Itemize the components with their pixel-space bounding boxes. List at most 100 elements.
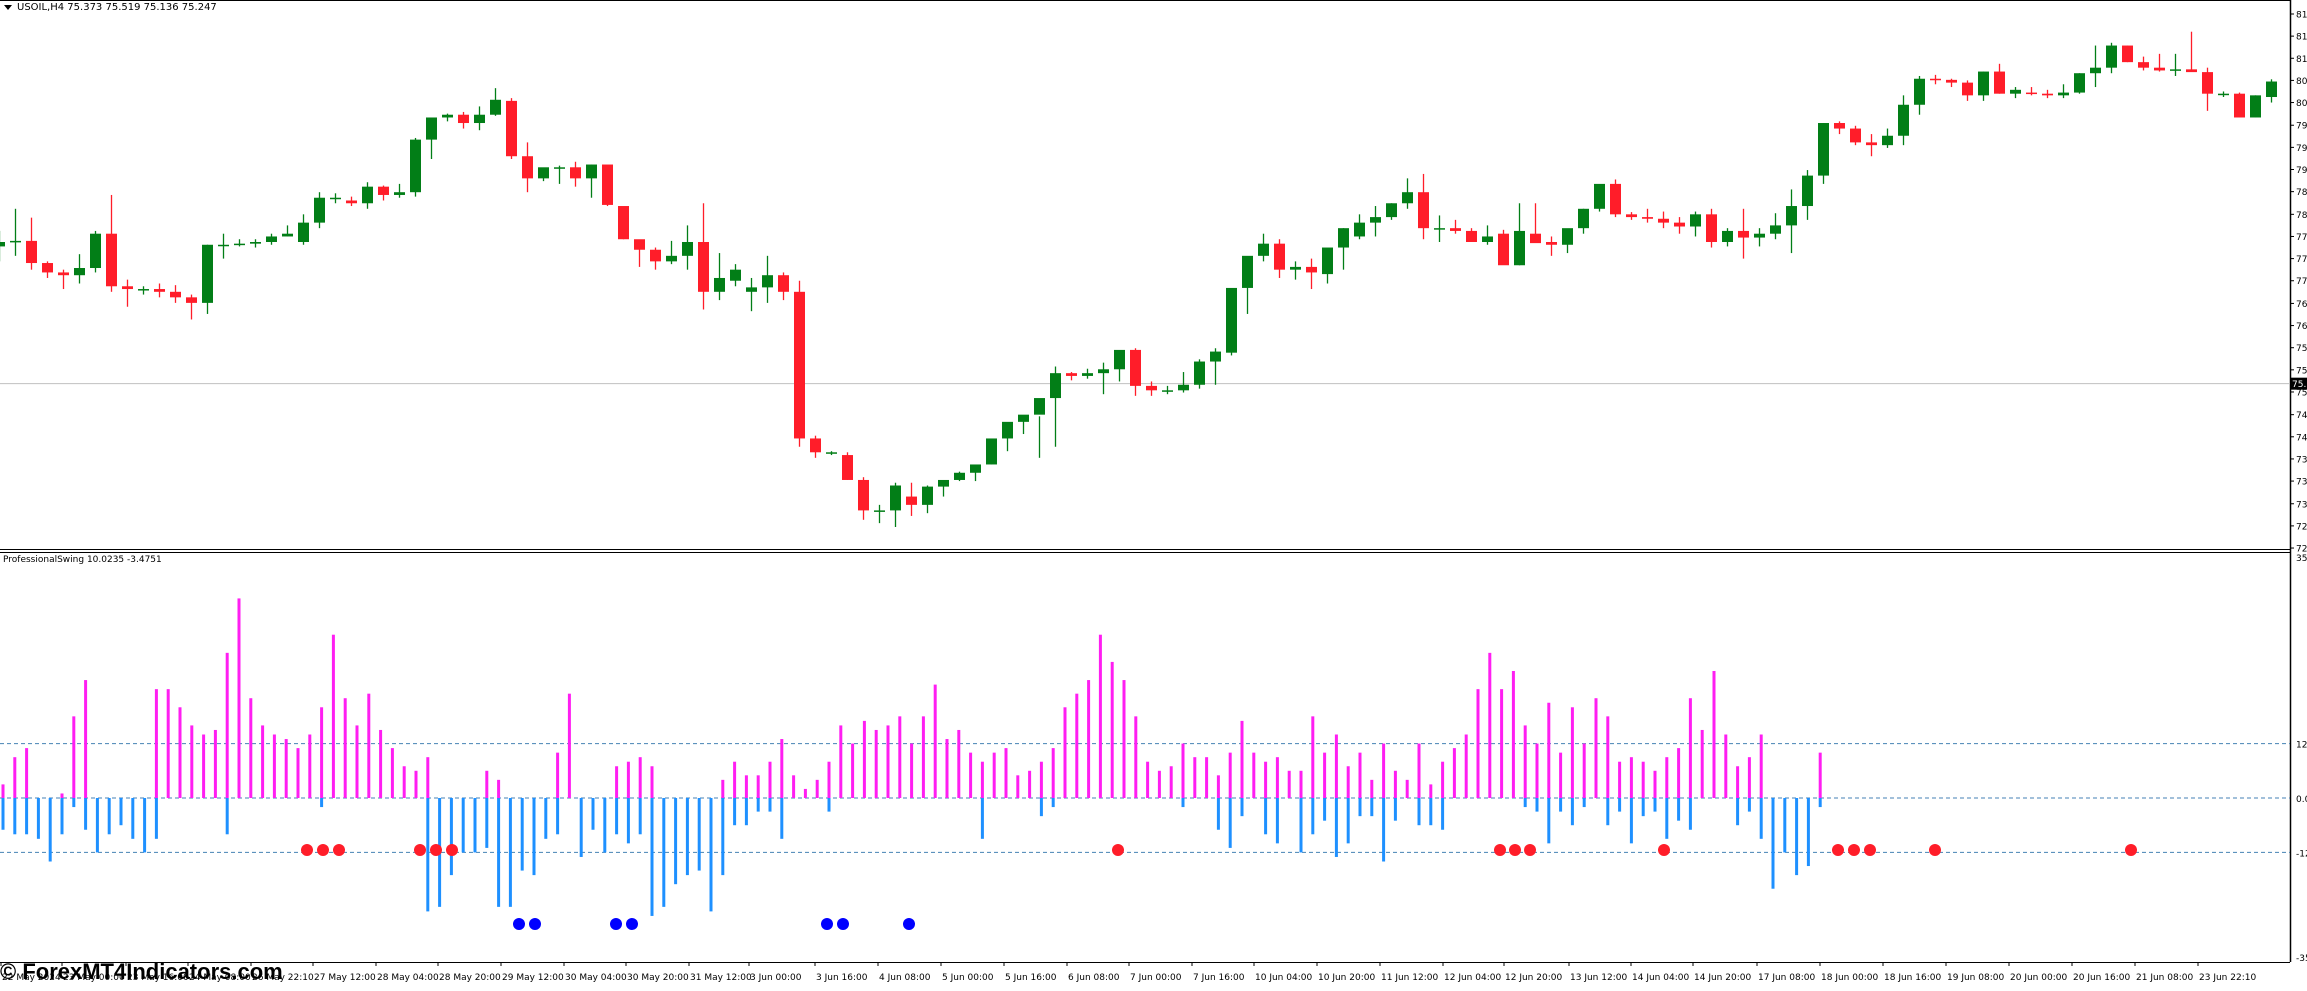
- time-tick-label: 26 May 22:10: [252, 973, 314, 983]
- bullish-candle: [1690, 214, 1701, 227]
- histogram-bar-negative: [1618, 798, 1622, 812]
- bullish-candle: [2250, 95, 2261, 118]
- bullish-candle: [1978, 71, 1989, 96]
- histogram-bar-positive: [980, 761, 984, 798]
- bearish-candle: [1466, 230, 1477, 243]
- bullish-candle: [714, 277, 725, 292]
- bearish-candle: [2122, 45, 2133, 63]
- bearish-candle: [42, 263, 53, 273]
- histogram-bar-positive: [1559, 752, 1563, 798]
- bearish-candle: [2026, 92, 2037, 95]
- histogram-bar-positive: [1028, 770, 1032, 798]
- histogram-bar-negative: [1358, 798, 1362, 817]
- histogram-bar-positive: [320, 707, 324, 798]
- price-tick-label: 76.29: [2296, 322, 2307, 332]
- histogram-bar-positive: [744, 775, 748, 798]
- histogram-bar-negative: [1441, 798, 1445, 830]
- histogram-bar-positive: [72, 716, 76, 798]
- bearish-candle: [618, 206, 629, 240]
- histogram-bar-negative: [532, 798, 536, 876]
- bearish-candle: [1962, 82, 1973, 96]
- bullish-candle: [1514, 230, 1525, 266]
- bearish-candle: [154, 289, 165, 292]
- histogram-bar-negative: [485, 798, 489, 848]
- histogram-bar-negative: [603, 798, 607, 853]
- time-tick-label: 22 May 2024: [2, 973, 61, 983]
- bullish-candle: [490, 99, 501, 115]
- bullish-candle: [74, 268, 85, 276]
- histogram-bar-positive: [1629, 757, 1633, 798]
- bearish-candle: [810, 438, 821, 453]
- watermark: © ForexMT4Indicators.com: [0, 959, 283, 984]
- indicator-tick-label: -12: [2296, 849, 2307, 859]
- bullish-candle: [1162, 390, 1173, 392]
- histogram-bar-positive: [414, 770, 418, 798]
- bearish-candle: [122, 286, 133, 290]
- histogram-bar-negative: [827, 798, 831, 812]
- histogram-bar-positive: [1476, 689, 1480, 798]
- histogram-bar-positive: [213, 729, 217, 798]
- price-tick-label: 73.48: [2296, 478, 2307, 488]
- bearish-candle: [1498, 233, 1509, 266]
- bullish-candle: [762, 275, 773, 288]
- current-price-label: 75.24: [2292, 380, 2307, 390]
- swing-top-dot: [1832, 844, 1844, 856]
- histogram-bar-negative: [72, 798, 76, 808]
- time-tick-label: 12 Jun 04:00: [1444, 973, 1501, 983]
- histogram-bar-positive: [261, 725, 265, 798]
- price-tick-label: 73.88: [2296, 455, 2307, 465]
- histogram-bar-negative: [131, 798, 135, 839]
- time-tick-label: 3 Jun 16:00: [816, 973, 868, 983]
- time-tick-label: 6 Jun 08:00: [1068, 973, 1120, 983]
- histogram-bar-positive: [1594, 698, 1598, 798]
- histogram-bar-positive: [768, 761, 772, 798]
- histogram-bar-positive: [1323, 752, 1327, 798]
- histogram-bar-positive: [284, 739, 288, 798]
- bearish-candle: [1834, 123, 1845, 129]
- indicator-tick-label: 0.00: [2296, 795, 2307, 805]
- histogram-bar-positive: [1205, 757, 1209, 798]
- time-tick-label: 18 Jun 16:00: [1884, 973, 1941, 983]
- histogram-bar-negative: [685, 798, 689, 876]
- bullish-candle: [1482, 236, 1493, 243]
- bullish-candle: [1082, 373, 1093, 376]
- histogram-bar-negative: [1311, 798, 1315, 835]
- bullish-candle: [1722, 230, 1733, 243]
- bullish-candle: [1770, 225, 1781, 234]
- histogram-bar-positive: [874, 729, 878, 798]
- bullish-candle: [938, 479, 949, 487]
- time-tick-label: 31 May 12:00: [690, 973, 752, 983]
- dropdown-triangle-icon[interactable]: [4, 4, 12, 10]
- histogram-bar-positive: [178, 707, 182, 798]
- histogram-bar-negative: [1051, 798, 1055, 808]
- bullish-candle: [1802, 175, 1813, 207]
- histogram-bar-negative: [709, 798, 713, 912]
- price-tick-label: 73.07: [2296, 500, 2307, 510]
- symbol-label: USOIL,H4 75.373 75.519 75.136 75.247: [17, 2, 217, 13]
- bearish-candle: [1626, 214, 1637, 218]
- time-tick-label: 23 May 16:00: [127, 973, 189, 983]
- bullish-candle: [298, 222, 309, 243]
- histogram-bar-positive: [1393, 770, 1397, 798]
- histogram-bar-positive: [1618, 761, 1622, 798]
- bullish-candle: [234, 243, 245, 246]
- price-tick-label: 77.50: [2296, 255, 2307, 265]
- swing-bottom-dot: [513, 918, 525, 930]
- histogram-bar-positive: [1051, 748, 1055, 798]
- time-tick-label: 14 Jun 20:00: [1694, 973, 1751, 983]
- bearish-candle: [842, 455, 853, 480]
- bullish-candle: [250, 242, 261, 244]
- bullish-candle: [90, 233, 101, 269]
- price-tick-label: 78.30: [2296, 211, 2307, 221]
- histogram-bar-negative: [1677, 798, 1681, 821]
- histogram-bar-positive: [426, 757, 430, 798]
- histogram-bar-negative: [638, 798, 642, 835]
- swing-top-dot: [1524, 844, 1536, 856]
- histogram-bar-negative: [733, 798, 737, 826]
- price-tick-label: 80.72: [2296, 77, 2307, 87]
- histogram-bar-positive: [1818, 752, 1822, 798]
- swing-top-dot: [1658, 844, 1670, 856]
- histogram-bar-positive: [921, 716, 925, 798]
